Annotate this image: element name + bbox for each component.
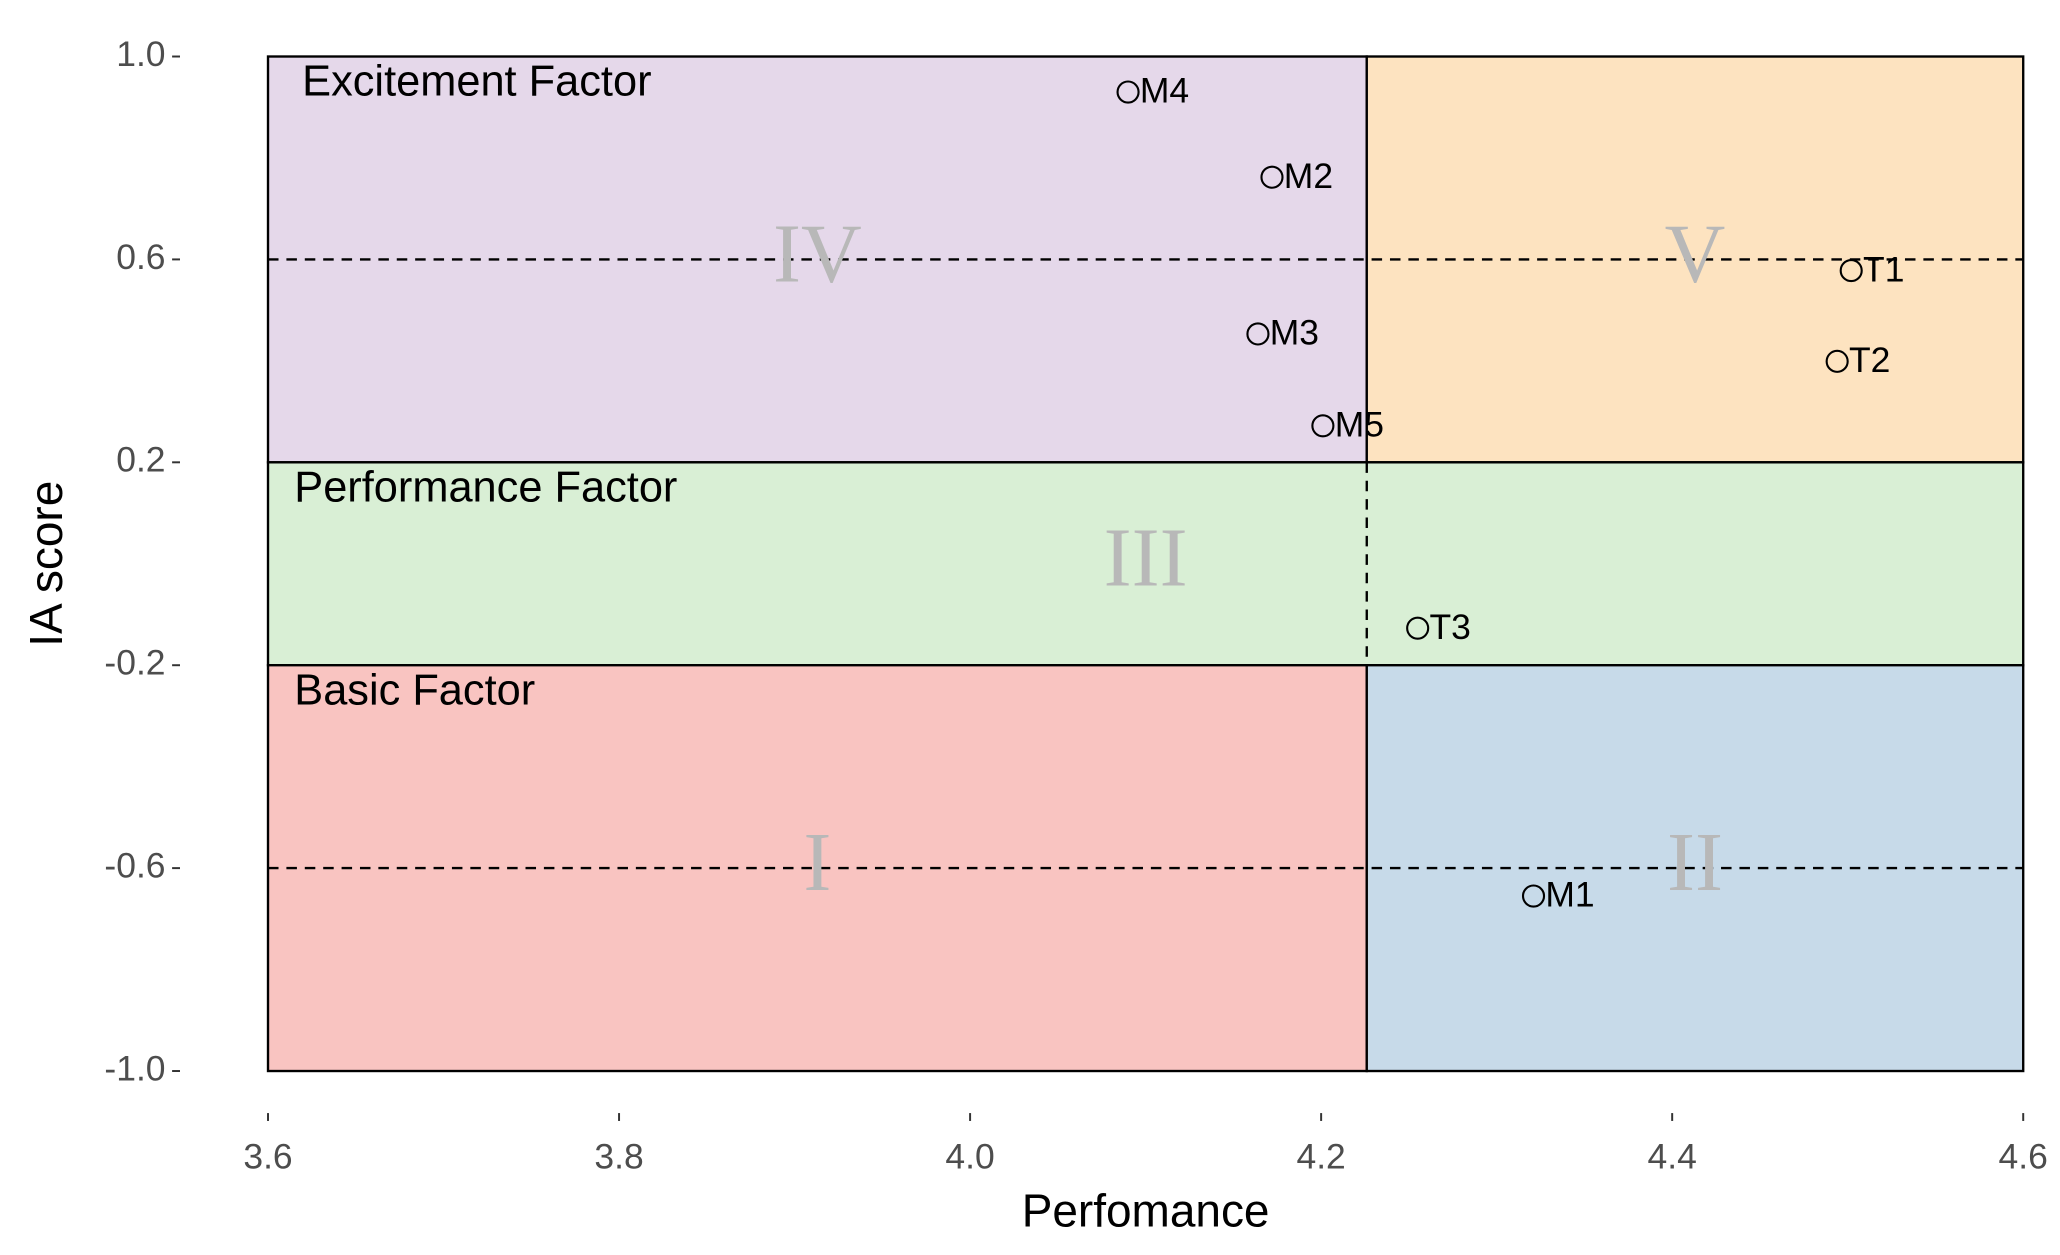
region (266, 55, 1368, 464)
region-label: V (1665, 207, 1726, 300)
y-tick-label: 0.6 (116, 237, 165, 277)
region-label: II (1667, 816, 1723, 909)
point-label: M3 (1270, 313, 1319, 353)
x-tick-label: 3.6 (243, 1136, 292, 1176)
x-tick-label: 4.6 (1999, 1136, 2048, 1176)
y-tick-label: -1.0 (104, 1048, 165, 1088)
point-label: T3 (1429, 607, 1470, 647)
point-label: M1 (1545, 875, 1594, 915)
point-label: M5 (1335, 404, 1384, 444)
y-tick-label: -0.6 (104, 845, 165, 885)
band-label: Performance Factor (294, 463, 677, 511)
region (266, 461, 2025, 667)
band-label: Basic Factor (294, 666, 535, 714)
point-label: M4 (1140, 71, 1189, 111)
x-axis-title: Perfomance (1022, 1184, 1270, 1236)
x-tick-label: 4.0 (945, 1136, 994, 1176)
point-label: M2 (1284, 156, 1333, 196)
point (1521, 884, 1546, 908)
point (1406, 616, 1430, 640)
x-tick-label: 3.8 (594, 1136, 643, 1176)
point (1839, 259, 1863, 283)
point-label: T1 (1863, 249, 1904, 289)
point-label: T2 (1849, 340, 1890, 380)
point (1311, 414, 1335, 438)
region-label: III (1104, 512, 1188, 605)
x-tick-label: 4.4 (1648, 1136, 1697, 1176)
point (1825, 349, 1849, 373)
band-label: Excitement Factor (302, 58, 651, 106)
point (1260, 165, 1284, 189)
y-tick-label: 1.0 (116, 34, 165, 74)
y-tick-label: -0.2 (104, 643, 165, 683)
point (1116, 80, 1140, 104)
region (266, 664, 1368, 1073)
region-label: IV (773, 207, 862, 300)
point (1246, 322, 1270, 346)
x-tick-label: 4.2 (1296, 1136, 1345, 1176)
y-tick-label: 0.2 (116, 440, 165, 480)
region-label: I (803, 816, 831, 909)
y-axis-title: IA score (20, 481, 72, 647)
